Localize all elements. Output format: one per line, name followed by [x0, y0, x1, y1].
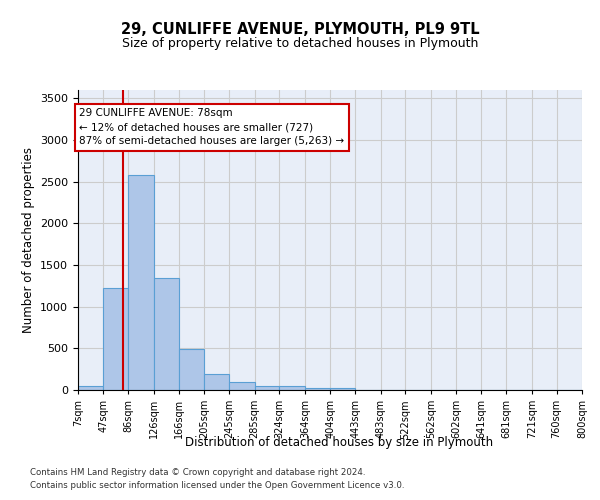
Text: Distribution of detached houses by size in Plymouth: Distribution of detached houses by size …: [185, 436, 493, 449]
Bar: [229, 382, 254, 390]
Text: Contains HM Land Registry data © Crown copyright and database right 2024.: Contains HM Land Registry data © Crown c…: [30, 468, 365, 477]
Bar: [254, 386, 280, 390]
Bar: [204, 374, 229, 390]
Bar: [103, 288, 128, 390]
Bar: [280, 386, 305, 390]
Text: Contains public sector information licensed under the Open Government Licence v3: Contains public sector information licen…: [30, 482, 404, 490]
Text: Size of property relative to detached houses in Plymouth: Size of property relative to detached ho…: [122, 38, 478, 51]
Bar: [179, 349, 204, 390]
Bar: [305, 388, 331, 390]
Text: 29 CUNLIFFE AVENUE: 78sqm
← 12% of detached houses are smaller (727)
87% of semi: 29 CUNLIFFE AVENUE: 78sqm ← 12% of detac…: [79, 108, 344, 146]
Text: 29, CUNLIFFE AVENUE, PLYMOUTH, PL9 9TL: 29, CUNLIFFE AVENUE, PLYMOUTH, PL9 9TL: [121, 22, 479, 38]
Bar: [331, 388, 355, 390]
Y-axis label: Number of detached properties: Number of detached properties: [22, 147, 35, 333]
Bar: [78, 386, 103, 390]
Bar: [154, 278, 179, 390]
Bar: [128, 175, 154, 390]
